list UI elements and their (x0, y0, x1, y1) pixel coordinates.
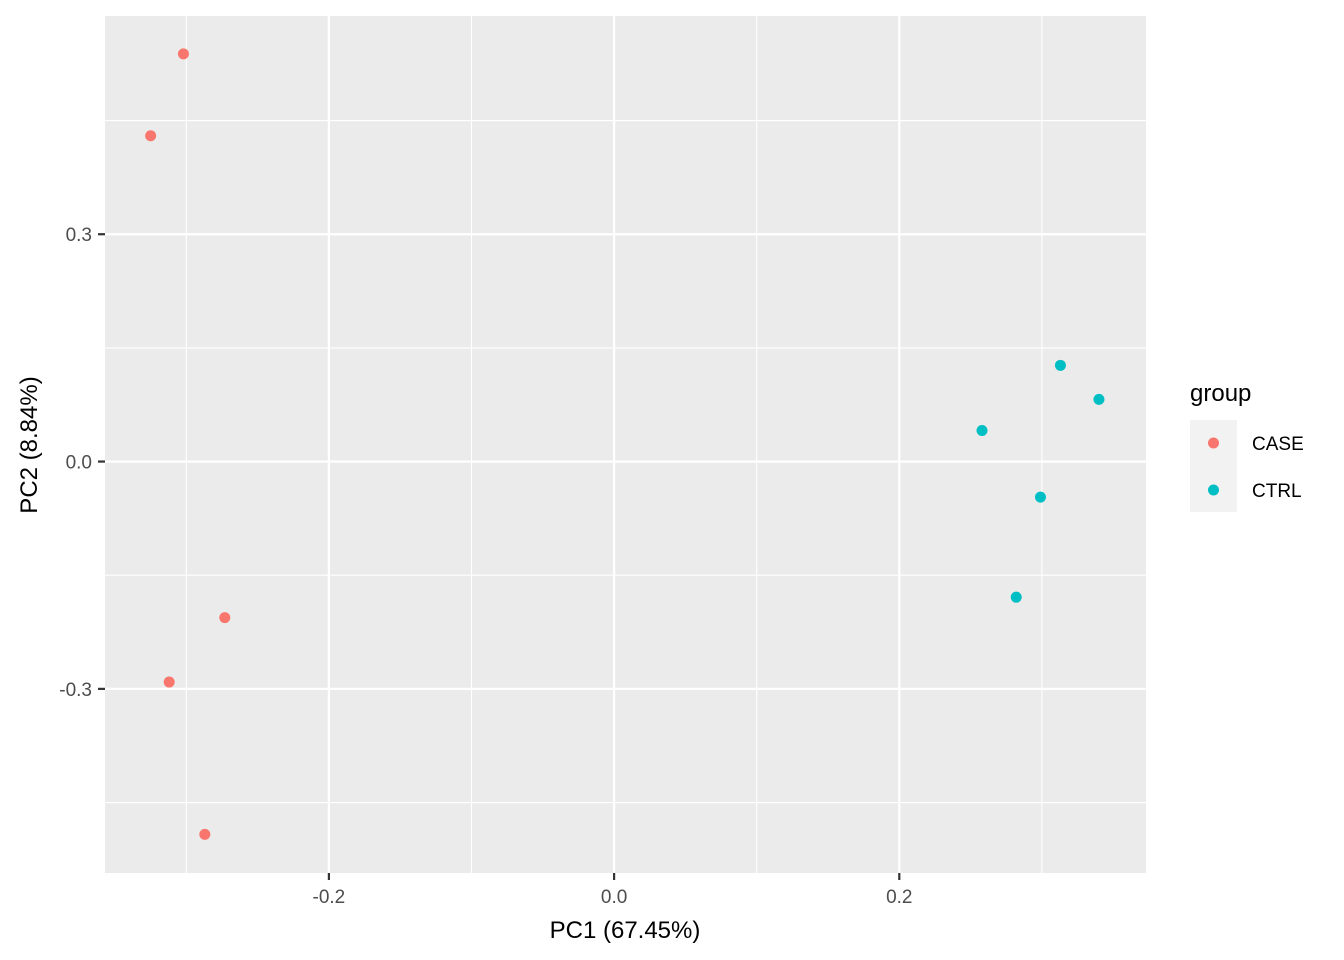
plot-panel (105, 16, 1146, 873)
legend-label-ctrl: CTRL (1252, 481, 1302, 502)
x-tick-label: 0.2 (886, 887, 912, 908)
y-tick-label: 0.0 (66, 453, 92, 474)
point-case (199, 828, 211, 840)
legend-items: CASE CTRL (1208, 434, 1304, 502)
point-ctrl (976, 424, 988, 436)
point-ctrl (1093, 393, 1105, 405)
y-axis: -0.3 0.0 0.3 (59, 225, 105, 701)
legend-label-case: CASE (1252, 434, 1304, 455)
legend-key-background (1190, 420, 1237, 512)
x-tick-label: 0.0 (601, 887, 627, 908)
major-gridlines (105, 16, 1146, 873)
x-axis: -0.2 0.0 0.2 (313, 873, 913, 908)
y-tick-label: -0.3 (59, 680, 92, 701)
minor-gridlines (105, 16, 1146, 873)
point-case (177, 48, 189, 60)
y-axis-title: PC2 (8.84%) (16, 376, 43, 513)
legend-title: group (1190, 380, 1251, 407)
legend-key-ctrl (1208, 484, 1219, 496)
point-case (163, 676, 175, 688)
point-ctrl (1034, 491, 1046, 503)
legend: group CASE CTRL (1190, 380, 1304, 512)
x-axis-title: PC1 (67.45%) (550, 917, 701, 944)
point-case (145, 130, 157, 142)
data-points (145, 48, 1105, 840)
x-tick-label: -0.2 (313, 887, 346, 908)
point-ctrl (1054, 359, 1066, 371)
point-case (219, 612, 231, 624)
point-ctrl (1010, 591, 1022, 603)
legend-key-case (1208, 437, 1219, 449)
y-tick-label: 0.3 (66, 225, 92, 246)
